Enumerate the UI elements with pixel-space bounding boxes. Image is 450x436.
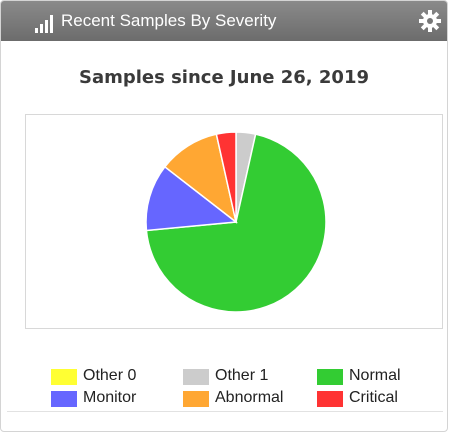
legend-swatch <box>51 391 77 407</box>
legend-swatch <box>317 391 343 407</box>
chart-title: Samples since June 26, 2019 <box>78 67 369 88</box>
pie-slice-critical[interactable] <box>215 131 237 223</box>
pie-chart <box>145 131 327 313</box>
legend-label: Normal <box>349 367 401 384</box>
widget-title: Recent Samples By Severity <box>61 11 277 30</box>
widget-header: Recent Samples By Severity <box>1 1 447 41</box>
legend-swatch <box>51 369 77 385</box>
legend-label: Other 1 <box>215 367 269 384</box>
gear-icon[interactable] <box>418 9 442 33</box>
legend-label: Abnormal <box>215 389 284 406</box>
legend-label: Critical <box>349 389 398 406</box>
legend-label: Other 0 <box>83 367 137 384</box>
legend-swatch <box>317 369 343 385</box>
pie-slice-monitor[interactable] <box>145 165 238 232</box>
legend-swatch <box>183 391 209 407</box>
bar-chart-icon <box>35 15 55 33</box>
pie-chart-area <box>25 114 443 329</box>
legend-label: Monitor <box>83 389 137 406</box>
divider <box>7 411 443 412</box>
legend-swatch <box>183 369 209 385</box>
chart-legend: Other 0 Other 1 Normal Monitor Abnormal Criti… <box>51 367 441 411</box>
